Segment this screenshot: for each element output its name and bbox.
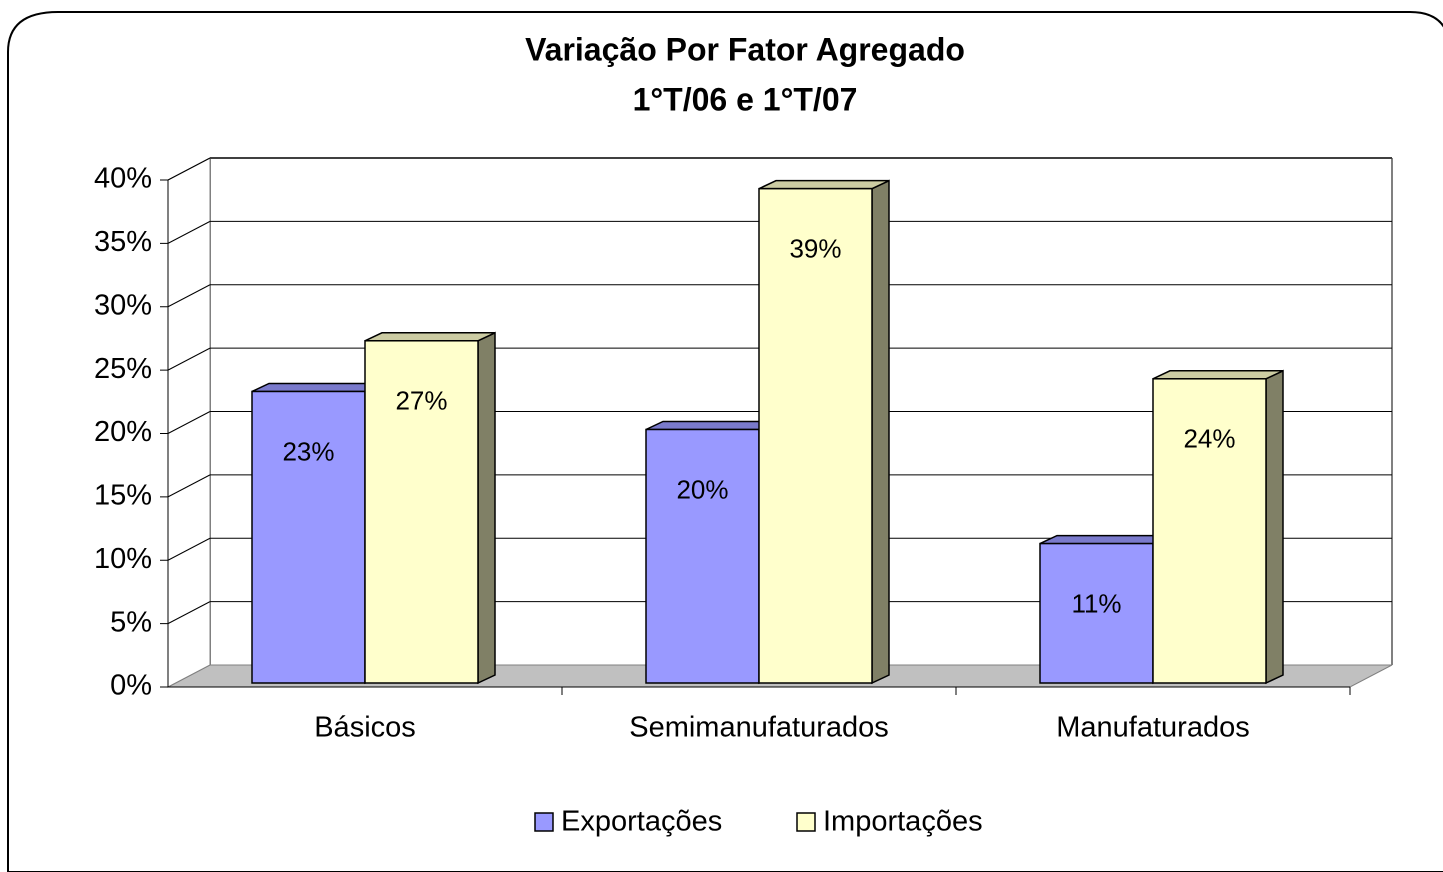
grid-line [167, 220, 211, 244]
y-tick-label: 0% [110, 670, 152, 702]
y-tick-label: 30% [94, 289, 152, 321]
legend-swatch [534, 812, 554, 832]
bar [364, 340, 479, 684]
grid-line [167, 284, 211, 308]
x-tick-label: Manufaturados [1056, 712, 1249, 744]
bar [645, 428, 760, 684]
bar-side [1265, 369, 1284, 685]
grid-line [167, 411, 211, 434]
data-label: 27% [395, 386, 447, 416]
bar [758, 187, 873, 684]
grid-line [167, 347, 211, 371]
grid-line [167, 537, 211, 561]
data-label: 24% [1183, 424, 1235, 454]
legend-swatch [796, 812, 816, 832]
bar-top [645, 420, 777, 431]
bar-top [1039, 534, 1171, 545]
y-tick-label: 15% [94, 480, 152, 512]
x-tick-label: Semimanufaturados [629, 712, 889, 744]
legend-label: Importações [823, 806, 983, 838]
data-label: 23% [282, 436, 334, 466]
y-tick-label: 35% [94, 226, 152, 258]
bar [1152, 378, 1267, 684]
bar-top [1152, 370, 1284, 380]
bar-side [871, 179, 890, 685]
bar [251, 390, 366, 684]
legend-label: Exportações [561, 806, 722, 838]
bar-top [251, 382, 383, 393]
y-tick-label: 25% [94, 353, 152, 385]
bar [1039, 542, 1154, 684]
bar-top [364, 332, 496, 342]
data-label: 20% [676, 474, 728, 504]
grid-line [167, 157, 211, 181]
y-tick-label: 20% [94, 416, 152, 448]
x-tick-label: Básicos [314, 712, 416, 744]
bar-top [758, 179, 890, 190]
grid-line [167, 601, 211, 625]
y-tick-label: 5% [110, 606, 152, 638]
y-tick-label: 40% [94, 163, 152, 195]
chart-subtitle: 1°T/06 e 1°T/07 [633, 81, 858, 117]
data-label: 39% [789, 234, 841, 264]
grid-line [167, 474, 211, 498]
chart-title: Variação Por Fator Agregado [525, 31, 965, 67]
data-label: 11% [1071, 588, 1121, 618]
bar-side [477, 331, 496, 685]
y-tick-label: 10% [94, 543, 152, 575]
